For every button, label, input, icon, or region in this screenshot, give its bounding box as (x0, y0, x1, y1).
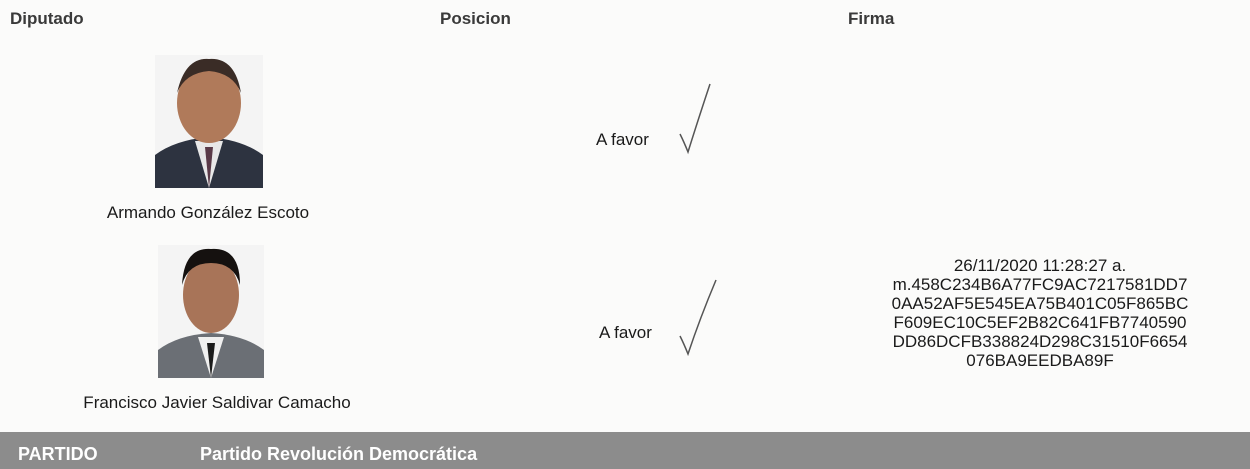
column-header: Posicion (440, 9, 511, 28)
deputy-name: Francisco Javier Saldivar Camacho (83, 393, 351, 412)
photo (155, 55, 263, 188)
signature-line: 26/11/2020 11:28:27 a. (953, 256, 1127, 275)
signature: 26/11/2020 11:28:27 a. m.458C234B6A77FC9A… (820, 256, 1250, 370)
signature-line: F609EC10C5EF2B82C641FB7740590 (893, 313, 1187, 332)
party-label: PARTIDO (18, 444, 98, 464)
signature-line: m.458C234B6A77FC9AC7217581DD7 (892, 275, 1188, 294)
column-header: Diputado (10, 9, 84, 28)
position: A favor (596, 130, 649, 149)
position: A favor (599, 323, 652, 342)
deputy-name: Armando González Escoto (106, 203, 310, 222)
checkmark (679, 83, 711, 155)
signature-line: DD86DCFB338824D298C31510F6654 (892, 332, 1188, 351)
checkmark (679, 279, 717, 357)
party-name: Partido Revolución Democrática (200, 444, 478, 464)
signature-line: 0AA52AF5E545EA75B401C05F865BC (891, 294, 1189, 313)
party-bar: PARTIDO Partido Revolución Democrática (0, 432, 1250, 469)
signature-line: 076BA9EEDBA89F (966, 351, 1114, 370)
photo (158, 245, 264, 378)
column-header: Firma (848, 9, 895, 28)
